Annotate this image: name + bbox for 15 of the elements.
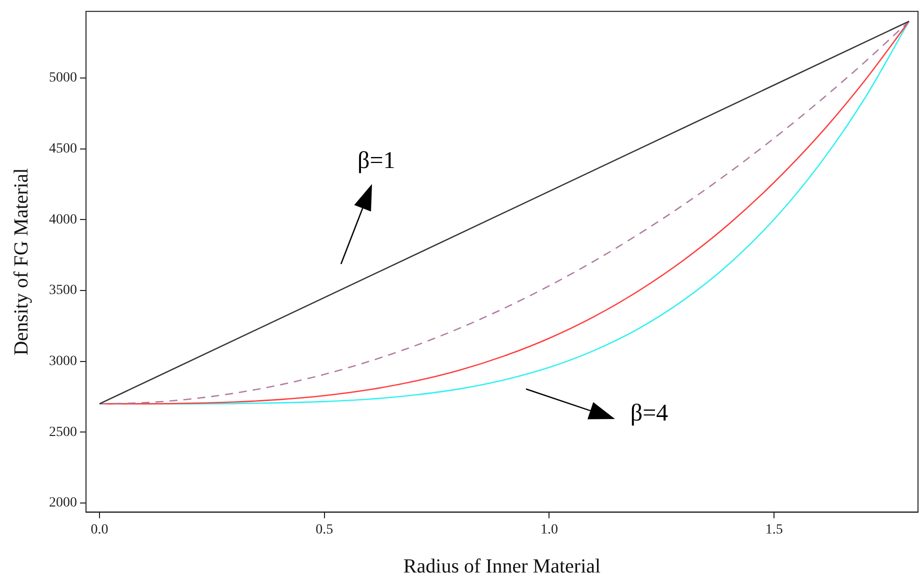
annotation: β=4 (630, 400, 668, 426)
y-tick-label: 5000 (49, 70, 77, 86)
y-axis-title: Density of FG Material (10, 168, 32, 356)
y-tick-label: 2500 (49, 424, 77, 440)
x-tick-label: 0.0 (90, 522, 108, 538)
y-tick-label: 3000 (49, 354, 77, 369)
x-tick-label: 0.5 (316, 522, 334, 538)
annotation: β=1 (357, 148, 396, 174)
y-tick-label: 3500 (49, 283, 77, 298)
x-axis-title: Radius of Inner Material (403, 555, 602, 578)
x-tick-label: 1.5 (765, 522, 783, 538)
y-tick-label: 2000 (49, 496, 77, 511)
x-tick-label: 1.0 (540, 522, 558, 538)
y-tick-label: 4000 (49, 212, 77, 228)
y-tick-label: 4500 (49, 141, 77, 156)
